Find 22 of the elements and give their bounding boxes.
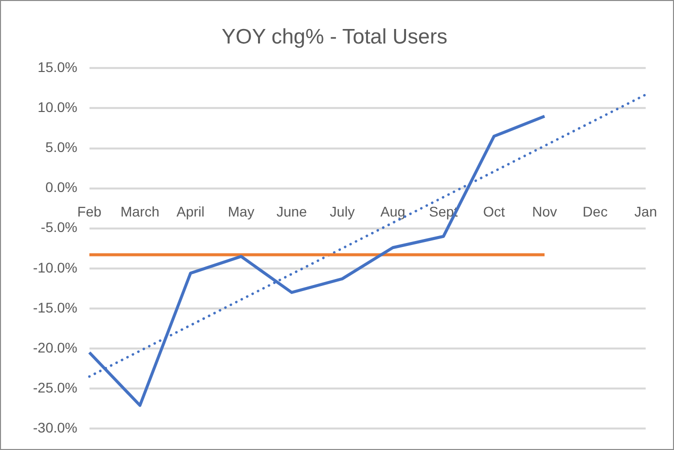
x-tick-label: April — [176, 204, 205, 220]
x-tick-label: Nov — [532, 204, 558, 220]
y-tick-label: -10.0% — [33, 259, 78, 276]
x-tick-label: July — [330, 204, 355, 220]
y-tick-label: 5.0% — [45, 139, 78, 156]
y-tick-label: -5.0% — [40, 219, 78, 236]
y-tick-label: 10.0% — [38, 99, 78, 116]
y-tick-label: -20.0% — [33, 339, 78, 356]
y-tick-label: -25.0% — [33, 379, 78, 396]
x-tick-label: Feb — [77, 204, 102, 220]
x-tick-label: Dec — [582, 204, 608, 220]
chart-title: YOY chg% - Total Users — [222, 25, 448, 48]
x-tick-label: March — [120, 204, 160, 220]
x-tick-label: May — [228, 204, 254, 220]
y-tick-label: -15.0% — [33, 299, 78, 316]
x-tick-label: Jan — [634, 204, 658, 220]
x-tick-label: Aug — [380, 204, 406, 220]
y-tick-label: -30.0% — [33, 419, 78, 436]
y-tick-label: 0.0% — [45, 179, 78, 196]
y-tick-label: 15.0% — [38, 59, 78, 76]
x-tick-label: Oct — [483, 204, 505, 220]
x-tick-label: June — [276, 204, 308, 220]
